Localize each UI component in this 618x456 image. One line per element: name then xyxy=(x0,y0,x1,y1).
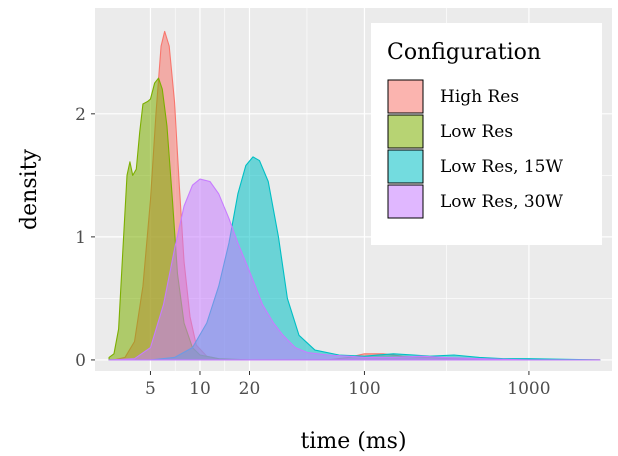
y-tick-label: 2 xyxy=(75,105,86,125)
legend-items: High Res Low Res Low Res, 15W Low Res, 30W xyxy=(387,79,564,219)
y-tick-label: 1 xyxy=(75,228,86,248)
legend-title: Configuration xyxy=(387,40,541,65)
y-tick-label: 0 xyxy=(75,351,86,371)
x-axis-title: time (ms) xyxy=(300,429,406,454)
legend-label-1: High Res xyxy=(440,87,519,107)
y-axis-title: density xyxy=(17,148,42,229)
legend-key-1 xyxy=(387,79,424,114)
legend-label-4: Low Res, 30W xyxy=(440,192,564,212)
x-tick-label: 5 xyxy=(145,379,156,399)
density-areas xyxy=(108,30,601,361)
x-tick-label: 1000 xyxy=(507,379,550,399)
legend-key-4 xyxy=(387,184,424,219)
legend-key-2 xyxy=(387,114,424,149)
x-tick-label: 10 xyxy=(189,379,211,399)
density-area-4 xyxy=(108,178,601,361)
legend-label-3: Low Res, 15W xyxy=(440,157,564,177)
y-axis: 0 1 2 xyxy=(75,105,95,371)
legend: Configuration High Res Low Res Low Res, 15… xyxy=(371,23,602,245)
x-tick-label: 100 xyxy=(348,379,380,399)
legend-key-3 xyxy=(387,149,424,184)
x-tick-label: 20 xyxy=(239,379,261,399)
x-axis: 5 10 20 100 1000 xyxy=(145,371,551,399)
legend-label-2: Low Res xyxy=(440,122,513,142)
